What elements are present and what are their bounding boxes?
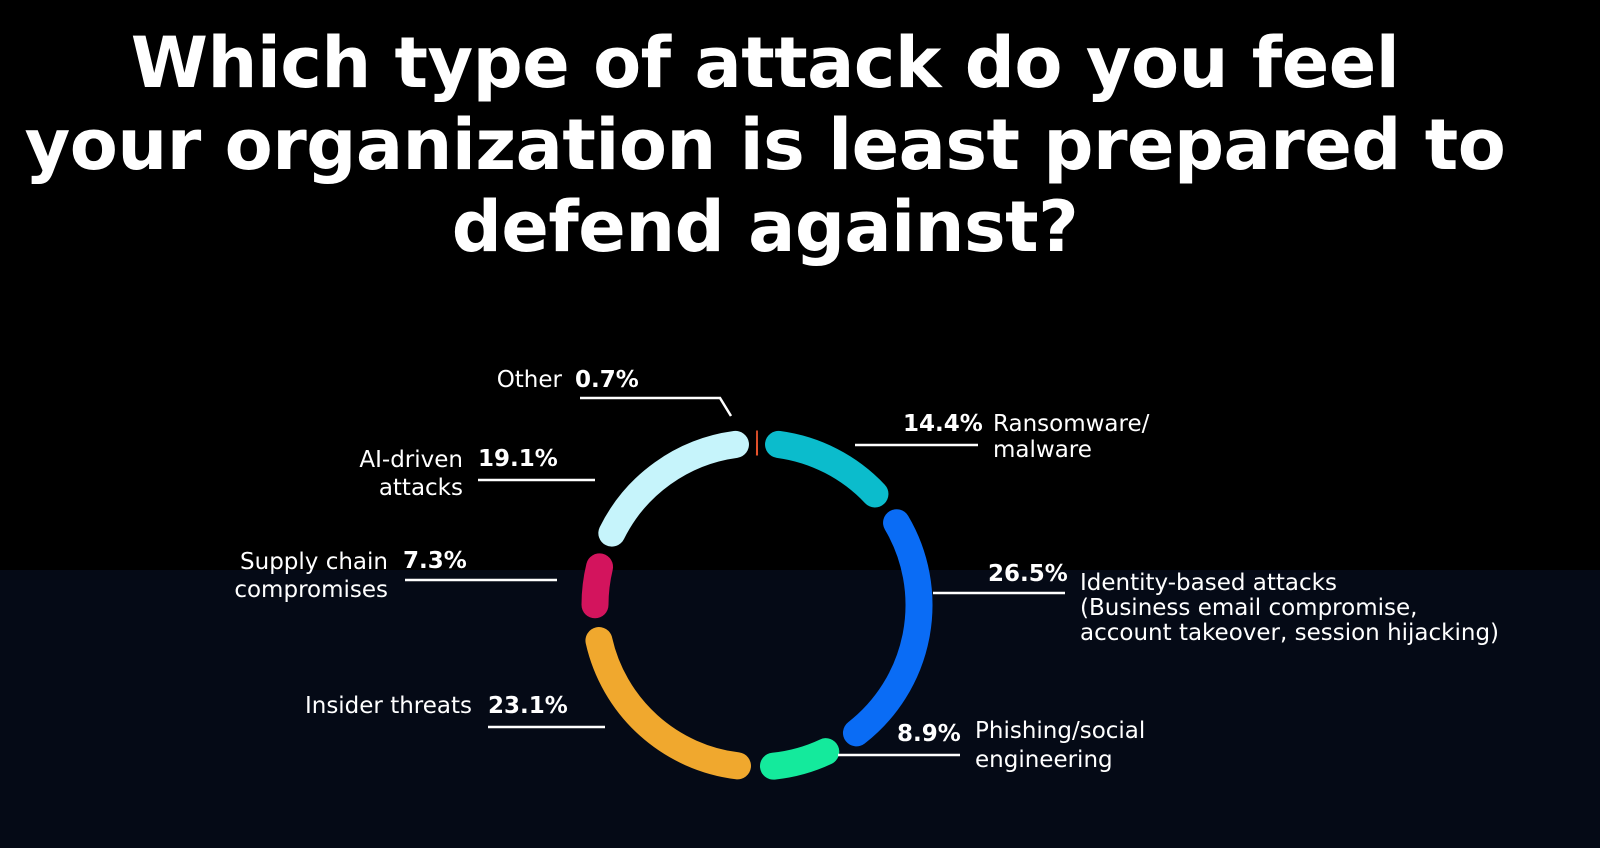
donut-slice-ransomware bbox=[765, 430, 889, 508]
slice-label-insider: Insider threats bbox=[304, 693, 472, 719]
slice-label-ransomware: Ransomware/malware bbox=[993, 411, 1150, 463]
data-label-identity: 26.5% bbox=[988, 561, 1068, 587]
donut-slice-ai bbox=[598, 430, 749, 547]
data-label-ai: 19.1% bbox=[478, 446, 558, 472]
donut-slice-insider bbox=[585, 627, 751, 780]
data-label-supply-chain: 7.3% bbox=[403, 548, 467, 574]
data-label-insider: 23.1% bbox=[488, 693, 568, 719]
title-line-2: your organization is least prepared to bbox=[24, 104, 1506, 186]
data-label-ransomware: 14.4% bbox=[903, 411, 983, 437]
slice-label-supply-chain: Supply chain compromises bbox=[234, 549, 388, 603]
title-line-3: defend against? bbox=[451, 186, 1079, 268]
donut-slice-identity bbox=[842, 509, 933, 747]
title-line-1: Which type of attack do you feel bbox=[130, 22, 1400, 104]
data-label-phishing: 8.9% bbox=[897, 721, 961, 747]
donut-slice-phishing bbox=[759, 738, 840, 780]
slice-label-other: Other bbox=[496, 367, 562, 393]
leader-line-other bbox=[580, 396, 733, 417]
chart-title: Which type of attack do you feel your or… bbox=[0, 22, 1530, 268]
donut-slice-supply-chain bbox=[581, 553, 614, 619]
data-label-other: 0.7% bbox=[575, 367, 639, 393]
slice-label-ai: AI-driven attacks bbox=[359, 447, 463, 501]
slice-label-phishing: Phishing/social engineering bbox=[975, 718, 1146, 773]
slice-label-identity: Identity-based attacks (Business email co… bbox=[1080, 570, 1500, 646]
